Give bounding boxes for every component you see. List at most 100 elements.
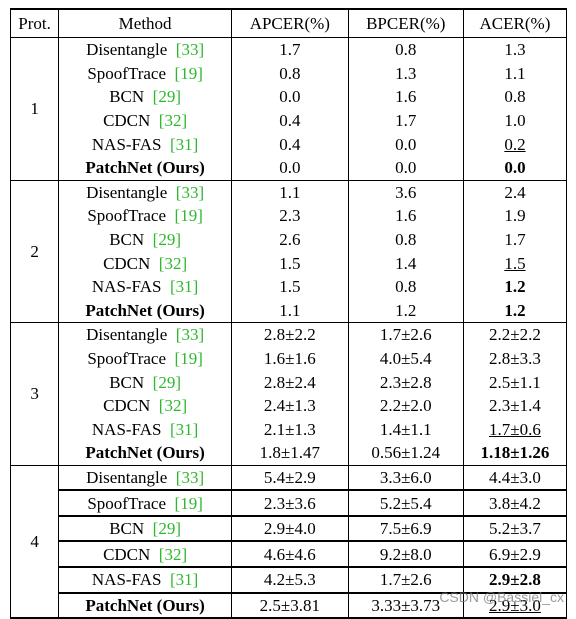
citation: [33] <box>175 325 205 345</box>
bpcer-value: 0.0 <box>395 134 417 154</box>
method-cell: NAS-FAS [31] <box>58 567 233 594</box>
value-cell: 1.7 <box>462 227 568 252</box>
value-cell: 1.3 <box>347 61 464 86</box>
method-cell: SpoofTrace [19] <box>58 490 233 517</box>
apcer-value: 2.5±3.81 <box>259 595 320 615</box>
acer-value: 2.8±3.3 <box>489 349 541 369</box>
method-name: NAS-FAS <box>91 134 162 154</box>
method-name: Disentangle <box>86 467 168 487</box>
acer-value: 2.4 <box>504 182 526 202</box>
citation: [32] <box>158 111 188 131</box>
table-row: SpoofTrace [19] 2.3 1.6 1.9 <box>11 204 568 228</box>
apcer-value: 2.3 <box>279 206 301 226</box>
value-cell: 3.33±3.73 <box>347 592 464 619</box>
header-cell: ACER(%) <box>462 8 568 38</box>
value-cell: 1.7±0.6 <box>462 417 568 442</box>
acer-value: 4.4±3.0 <box>489 467 541 487</box>
method-name: Disentangle <box>86 40 168 60</box>
method-name: BCN <box>109 230 145 250</box>
method-name: CDCN <box>103 253 151 273</box>
method-cell: CDCN [32] <box>58 393 233 418</box>
citation: [29] <box>152 519 181 539</box>
value-cell: 5.2±3.7 <box>462 515 568 543</box>
acer-value: 0.0 <box>504 158 526 178</box>
acer-value: 1.2 <box>504 300 526 320</box>
value-cell: 0.0 <box>231 85 349 109</box>
value-cell: 2.9±4.0 <box>231 515 349 543</box>
value-cell: 6.9±2.9 <box>462 541 568 569</box>
method-cell: Disentangle [33] <box>58 179 233 205</box>
acer-value: 5.2±3.7 <box>489 519 541 539</box>
citation: [31] <box>169 134 199 154</box>
value-cell: 4.0±5.4 <box>347 346 464 371</box>
citation: [33] <box>175 40 205 60</box>
method-cell: PatchNet (Ours) <box>58 298 233 323</box>
bpcer-value: 1.7 <box>395 111 417 131</box>
method-name: PatchNet (Ours) <box>85 443 205 463</box>
bpcer-value: 1.7±2.6 <box>379 570 432 590</box>
table-row: BCN [29] 0.0 1.6 0.8 <box>11 85 568 109</box>
bpcer-value: 5.2±5.4 <box>379 493 432 513</box>
table-row: NAS-FAS [31] 1.5 0.8 1.2 <box>11 274 568 299</box>
apcer-value: 1.5 <box>279 253 301 273</box>
apcer-value: 2.8±2.4 <box>263 372 316 392</box>
value-cell: 0.4 <box>231 132 349 156</box>
prot-cell: 2 <box>9 179 60 323</box>
apcer-value: 1.8±1.47 <box>259 443 320 463</box>
citation: [19] <box>174 493 203 513</box>
value-cell: 2.8±2.2 <box>231 322 349 347</box>
bpcer-value: 0.0 <box>395 158 417 178</box>
value-cell: 1.9 <box>462 204 568 228</box>
acer-value: 1.7±0.6 <box>489 419 541 439</box>
value-cell: 2.8±3.3 <box>462 346 568 371</box>
value-cell: 1.7±2.6 <box>347 567 464 594</box>
bpcer-value: 3.6 <box>395 182 417 202</box>
method-name: BCN <box>109 372 145 392</box>
value-cell: 1.1 <box>231 179 349 205</box>
bpcer-value: 1.6 <box>395 87 417 107</box>
value-cell: 0.2 <box>462 132 568 156</box>
value-cell: 4.2±5.3 <box>231 567 349 594</box>
citation: [19] <box>174 63 203 83</box>
prot-cell: 4 <box>9 464 60 619</box>
apcer-value: 0.0 <box>279 158 301 178</box>
citation: [29] <box>152 87 181 107</box>
value-cell: 0.0 <box>462 155 568 181</box>
value-cell: 0.8 <box>347 274 464 299</box>
header-cell: Method <box>58 8 233 38</box>
value-cell: 2.8±2.4 <box>231 370 349 394</box>
method-cell: BCN [29] <box>58 85 233 109</box>
bpcer-value: 4.0±5.4 <box>379 349 432 369</box>
method-name: SpoofTrace <box>87 63 167 83</box>
bpcer-value: 2.3±2.8 <box>379 372 432 392</box>
value-cell: 1.5 <box>462 251 568 275</box>
value-cell: 0.0 <box>347 132 464 156</box>
results-table: Prot. Method APCER(%) BPCER(%) ACER(%) 1 Disen… <box>9 8 568 619</box>
method-name: SpoofTrace <box>87 493 167 513</box>
acer-value: 2.2±2.2 <box>489 325 541 345</box>
value-cell: 2.5±1.1 <box>462 370 568 394</box>
method-cell: CDCN [32] <box>58 108 233 133</box>
method-cell: PatchNet (Ours) <box>58 155 233 181</box>
citation: [31] <box>169 419 199 439</box>
value-cell: 0.8 <box>462 85 568 109</box>
value-cell: 3.6 <box>347 179 464 205</box>
apcer-value: 0.4 <box>279 111 301 131</box>
method-cell: Disentangle [33] <box>58 322 233 347</box>
value-cell: 1.6 <box>347 85 464 109</box>
method-name: Disentangle <box>86 182 168 202</box>
prot-cell: 1 <box>9 37 60 181</box>
citation: [32] <box>158 396 188 416</box>
method-cell: NAS-FAS [31] <box>58 274 233 299</box>
table-row: PatchNet (Ours) 0.0 0.0 0.0 <box>11 155 568 181</box>
table-row: PatchNet (Ours) 1.8±1.47 0.56±1.24 1.18±1.2… <box>11 441 568 466</box>
method-name: NAS-FAS <box>91 570 162 590</box>
value-cell: 2.9±2.8 <box>462 567 568 594</box>
method-name: NAS-FAS <box>91 419 162 439</box>
method-name: CDCN <box>103 396 151 416</box>
value-cell: 2.3 <box>231 204 349 228</box>
table-row: 3 Disentangle [33] 2.8±2.2 1.7±2.6 2.2±2.2 <box>9 322 568 466</box>
value-cell: 9.2±8.0 <box>347 541 464 569</box>
value-cell: 2.2±2.2 <box>462 322 568 347</box>
table-row: BCN [29] 2.9±4.0 7.5±6.9 5.2±3.7 <box>11 515 568 543</box>
